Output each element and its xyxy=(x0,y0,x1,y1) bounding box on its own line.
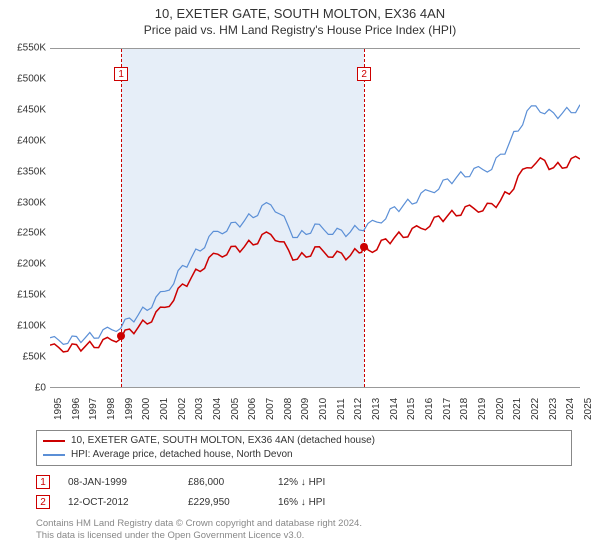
x-tick-label: 2001 xyxy=(159,398,170,420)
x-tick-label: 2024 xyxy=(565,398,576,420)
y-tick-label: £200K xyxy=(0,259,46,270)
series-property xyxy=(50,156,580,352)
x-tick-label: 2014 xyxy=(389,398,400,420)
y-tick-label: £150K xyxy=(0,290,46,301)
x-tick-label: 2017 xyxy=(442,398,453,420)
x-tick-label: 2022 xyxy=(530,398,541,420)
sale-hpi-diff: 12% ↓ HPI xyxy=(278,477,398,488)
chart-subtitle: Price paid vs. HM Land Registry's House … xyxy=(0,23,600,37)
sale-row-marker: 1 xyxy=(36,475,50,489)
x-tick-label: 2018 xyxy=(459,398,470,420)
series-hpi xyxy=(50,105,580,345)
x-tick-label: 1998 xyxy=(106,398,117,420)
legend-swatch xyxy=(43,454,65,456)
x-tick-label: 2000 xyxy=(141,398,152,420)
x-tick-label: 2011 xyxy=(336,398,347,420)
x-tick-label: 2023 xyxy=(548,398,559,420)
sale-row: 1 08-JAN-1999£86,00012% ↓ HPI xyxy=(36,472,572,492)
y-tick-label: £550K xyxy=(0,43,46,54)
x-tick-label: 2002 xyxy=(177,398,188,420)
x-tick-label: 2013 xyxy=(371,398,382,420)
x-tick-label: 2012 xyxy=(353,398,364,420)
y-tick-label: £300K xyxy=(0,197,46,208)
y-tick-label: £250K xyxy=(0,228,46,239)
footer-line-2: This data is licensed under the Open Gov… xyxy=(36,530,572,542)
sale-price: £229,950 xyxy=(188,497,278,508)
y-tick-label: £400K xyxy=(0,135,46,146)
x-tick-label: 2020 xyxy=(495,398,506,420)
legend: 10, EXETER GATE, SOUTH MOLTON, EX36 4AN … xyxy=(36,430,572,466)
x-tick-label: 2015 xyxy=(406,398,417,420)
sales-table: 1 08-JAN-1999£86,00012% ↓ HPI 2 12-OCT-2012… xyxy=(36,472,572,512)
sale-price: £86,000 xyxy=(188,477,278,488)
x-tick-label: 2003 xyxy=(194,398,205,420)
x-tick-label: 2010 xyxy=(318,398,329,420)
x-tick-label: 1999 xyxy=(124,398,135,420)
legend-label: 10, EXETER GATE, SOUTH MOLTON, EX36 4AN … xyxy=(71,434,375,448)
x-tick-label: 2004 xyxy=(212,398,223,420)
sale-row: 2 12-OCT-2012£229,95016% ↓ HPI xyxy=(36,492,572,512)
sale-date: 08-JAN-1999 xyxy=(68,477,188,488)
chart-title: 10, EXETER GATE, SOUTH MOLTON, EX36 4AN xyxy=(0,6,600,21)
x-tick-label: 2008 xyxy=(283,398,294,420)
sale-date: 12-OCT-2012 xyxy=(68,497,188,508)
sale-hpi-diff: 16% ↓ HPI xyxy=(278,497,398,508)
legend-swatch xyxy=(43,440,65,442)
y-tick-label: £100K xyxy=(0,321,46,332)
x-tick-label: 1996 xyxy=(71,398,82,420)
line-series-svg xyxy=(50,49,580,389)
x-tick-label: 2009 xyxy=(300,398,311,420)
y-tick-label: £50K xyxy=(0,352,46,363)
plot-area: 12 £0£50K£100K£150K£200K£250K£300K£350K£… xyxy=(50,48,580,388)
x-tick-label: 1995 xyxy=(53,398,64,420)
y-tick-label: £350K xyxy=(0,166,46,177)
y-tick-label: £450K xyxy=(0,104,46,115)
x-tick-label: 2005 xyxy=(230,398,241,420)
footer-line-1: Contains HM Land Registry data © Crown c… xyxy=(36,518,572,530)
plot-frame: 12 xyxy=(50,48,580,388)
x-tick-label: 2006 xyxy=(247,398,258,420)
legend-row: 10, EXETER GATE, SOUTH MOLTON, EX36 4AN … xyxy=(43,434,565,448)
x-tick-label: 2021 xyxy=(512,398,523,420)
x-tick-label: 2016 xyxy=(424,398,435,420)
x-tick-label: 1997 xyxy=(88,398,99,420)
chart-container: 10, EXETER GATE, SOUTH MOLTON, EX36 4AN … xyxy=(0,0,600,560)
legend-label: HPI: Average price, detached house, Nort… xyxy=(71,448,293,462)
legend-row: HPI: Average price, detached house, Nort… xyxy=(43,448,565,462)
x-tick-label: 2007 xyxy=(265,398,276,420)
y-tick-label: £0 xyxy=(0,383,46,394)
x-tick-label: 2019 xyxy=(477,398,488,420)
footer-attribution: Contains HM Land Registry data © Crown c… xyxy=(36,518,572,542)
x-tick-label: 2025 xyxy=(583,398,594,420)
y-tick-label: £500K xyxy=(0,73,46,84)
sale-row-marker: 2 xyxy=(36,495,50,509)
chart-titles: 10, EXETER GATE, SOUTH MOLTON, EX36 4AN … xyxy=(0,0,600,37)
